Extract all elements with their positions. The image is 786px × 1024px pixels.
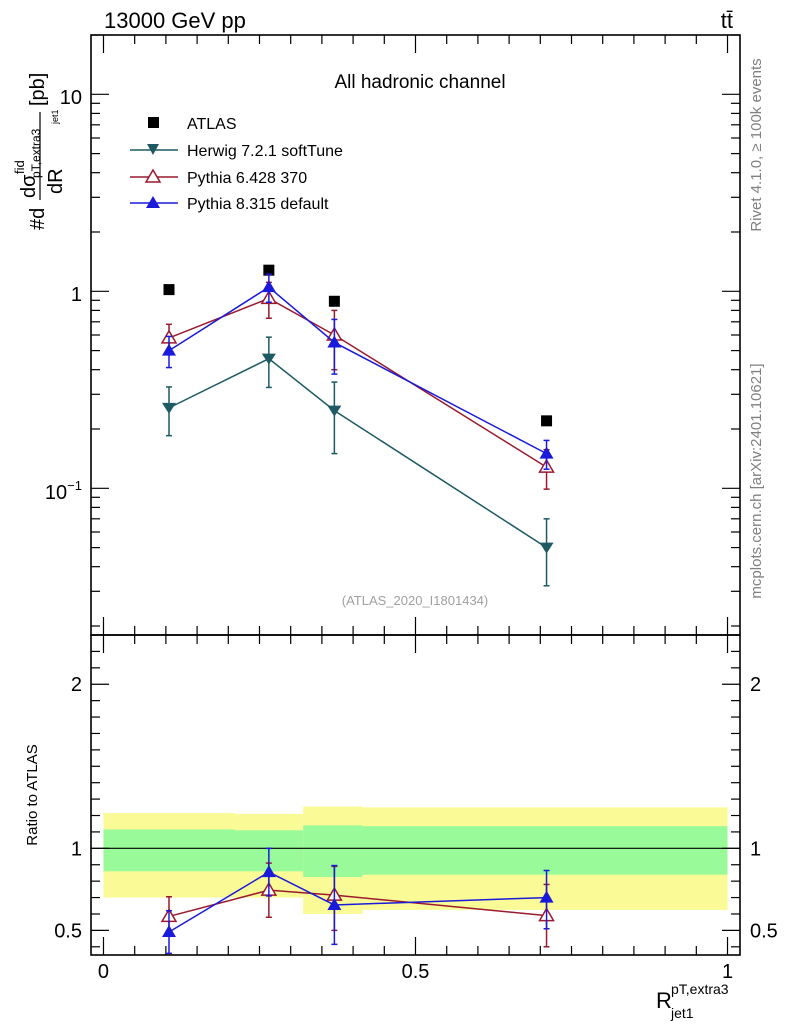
main-panel: All hadronic channel (ATLAS_2020_I180143… xyxy=(12,34,741,636)
line-herwig xyxy=(168,357,547,549)
chart-title: All hadronic channel xyxy=(334,72,505,93)
svg-text:dR: dR xyxy=(45,168,67,194)
y-axis-label: #d dσ fid pT,extra3 dR jet1 [pb] xyxy=(12,73,67,230)
ratio-series xyxy=(160,847,555,955)
series-pythia8 xyxy=(162,273,554,470)
ratio-point-pythia8 xyxy=(162,925,177,938)
ratio-panel: 0.5 0.5 1 1 2 2 0 0.5 1 Ratio to ATLAS xyxy=(24,634,778,983)
legend: ATLAS Herwig 7.2.1 softTune Pythia 6.428… xyxy=(130,116,343,213)
ratio-tick-labels: 0.5 0.5 1 1 2 2 0 0.5 1 xyxy=(54,674,778,983)
x-axis-label: R pT,extra3 jet1 xyxy=(656,981,729,1021)
svg-text:R: R xyxy=(656,988,672,1013)
ratio-point-pythia8 xyxy=(327,897,342,910)
point-data xyxy=(163,284,175,296)
ytick-label-10: 10 xyxy=(60,87,82,109)
legend-label-herwig: Herwig 7.2.1 softTune xyxy=(187,143,343,160)
ratio-series-pythia8 xyxy=(162,847,554,955)
point-data xyxy=(263,264,275,276)
point-herwig xyxy=(261,353,276,365)
legend-label-pythia8: Pythia 8.315 default xyxy=(187,196,329,213)
ratio-line-pythia8 xyxy=(168,871,547,933)
mcplots-label: mcplots.cern.ch [arXiv:2401.10621] xyxy=(748,363,765,598)
ratio-point-pythia8 xyxy=(539,890,554,903)
ratio-ytick-label-left: 1 xyxy=(71,838,82,860)
main-ticks xyxy=(91,34,740,635)
ratio-ytick-label-left: 2 xyxy=(71,674,82,696)
xtick-label: 1 xyxy=(722,961,733,983)
ratio-y-label: Ratio to ATLAS xyxy=(24,744,41,845)
point-pythia8 xyxy=(539,446,554,459)
series-data xyxy=(163,264,553,427)
series-herwig xyxy=(162,336,554,587)
svg-text:dσ: dσ xyxy=(18,174,40,198)
line-pythia6 xyxy=(168,297,547,468)
svg-text:pT,extra3: pT,extra3 xyxy=(671,981,729,997)
svg-text:#d: #d xyxy=(27,208,49,230)
band-inner xyxy=(362,826,728,875)
point-data xyxy=(541,415,553,427)
ratio-ytick-label-left: 0.5 xyxy=(54,920,82,942)
legend-marker-atlas xyxy=(148,117,159,128)
point-herwig xyxy=(162,402,177,414)
legend-marker-pythia6 xyxy=(144,168,162,183)
svg-text:jet1: jet1 xyxy=(670,1005,694,1021)
rivet-label: Rivet 4.1.0, ≥ 100k events xyxy=(748,58,765,231)
xtick-label: 0.5 xyxy=(402,961,430,983)
main-series xyxy=(160,264,555,587)
point-pythia8 xyxy=(162,343,177,356)
band-inner xyxy=(303,825,363,878)
ratio-ytick-label-right: 1 xyxy=(750,838,761,860)
ratio-line-pythia6 xyxy=(168,889,547,918)
svg-text:jet1: jet1 xyxy=(50,109,60,125)
ratio-bands xyxy=(103,806,728,914)
energy-label: 13000 GeV pp xyxy=(104,8,246,33)
ratio-ytick-label-right: 2 xyxy=(750,674,761,696)
ratio-ytick-label-right: 0.5 xyxy=(750,920,778,942)
band-inner xyxy=(103,829,235,872)
legend-label-atlas: ATLAS xyxy=(187,116,237,133)
legend-marker-herwig xyxy=(147,144,159,155)
point-data xyxy=(328,295,340,307)
line-pythia8 xyxy=(168,286,547,455)
legend-marker-pythia8 xyxy=(146,196,160,208)
svg-text:pT,extra3: pT,extra3 xyxy=(29,128,43,178)
ytick-label-1: 1 xyxy=(71,284,82,306)
point-herwig xyxy=(327,405,342,417)
ratio-frame xyxy=(90,634,741,956)
ratio-ticks xyxy=(91,635,740,955)
point-pythia8 xyxy=(327,335,342,348)
svg-text:[pb]: [pb] xyxy=(27,73,49,106)
svg-text:fid: fid xyxy=(12,160,27,174)
ytick-label-0p1: 10−1 xyxy=(45,478,82,504)
ratio-point-pythia8 xyxy=(261,865,276,878)
legend-label-pythia6: Pythia 6.428 370 xyxy=(187,170,307,187)
analysis-watermark: (ATLAS_2020_I1801434) xyxy=(342,593,488,608)
point-herwig xyxy=(539,542,554,554)
process-label: tt̄ xyxy=(721,8,733,33)
xtick-label: 0 xyxy=(98,961,109,983)
series-pythia6 xyxy=(160,281,555,490)
point-pythia8 xyxy=(261,280,276,293)
